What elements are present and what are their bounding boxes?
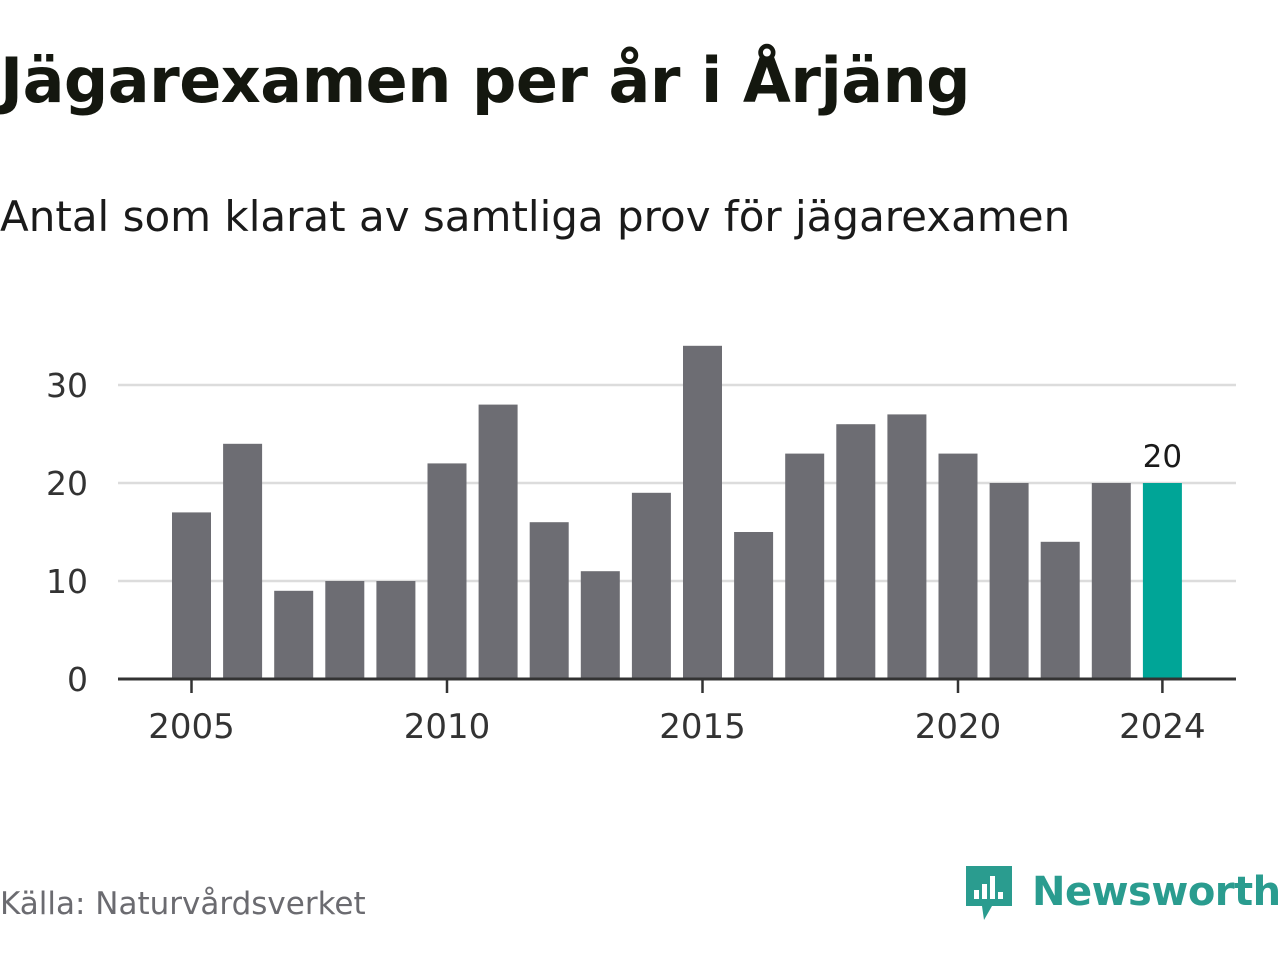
bar-2013 bbox=[580, 571, 620, 679]
y-tick-label: 0 bbox=[67, 660, 88, 699]
newsworthy-logo-icon bbox=[966, 866, 1012, 920]
tick-labels: 0 10 20 30 20 2005 2010 2015 2020 2024 bbox=[46, 366, 1206, 747]
brand: Newsworthy bbox=[964, 862, 1280, 922]
source-note: Källa: Naturvårdsverket bbox=[0, 886, 366, 922]
bar-2015 bbox=[683, 345, 722, 679]
bar-2016 bbox=[734, 532, 774, 679]
bar-2020 bbox=[938, 453, 978, 679]
x-tick-label: 2020 bbox=[915, 707, 1002, 747]
highlight-value-label: 20 bbox=[1143, 439, 1182, 475]
brand-name: Newsworthy bbox=[1032, 869, 1280, 915]
x-tick-label: 2015 bbox=[659, 707, 746, 747]
bar-2019 bbox=[887, 414, 927, 679]
bar-2006 bbox=[223, 443, 263, 679]
x-tick-label: 2005 bbox=[148, 707, 235, 747]
bars bbox=[172, 345, 1182, 679]
x-tick-label: 2024 bbox=[1119, 707, 1206, 747]
x-axis bbox=[118, 677, 1236, 693]
bar-2009 bbox=[376, 581, 416, 679]
bar-2022 bbox=[1040, 541, 1080, 679]
bar-2018 bbox=[836, 424, 876, 679]
bar-2017 bbox=[785, 453, 825, 679]
y-tick-label: 10 bbox=[46, 562, 88, 601]
bar-2007 bbox=[274, 590, 314, 679]
y-tick-label: 20 bbox=[46, 464, 88, 503]
bar-2021 bbox=[989, 483, 1029, 679]
bar-2012 bbox=[529, 522, 569, 679]
bar-2005 bbox=[172, 512, 211, 679]
bar-2010 bbox=[427, 463, 467, 679]
bar-2011 bbox=[478, 404, 518, 679]
chart-title: Jägarexamen per år i Årjäng bbox=[0, 44, 971, 117]
y-tick-label: 30 bbox=[46, 366, 88, 405]
bar-2024 bbox=[1142, 483, 1182, 679]
chart-subtitle: Antal som klarat av samtliga prov för jä… bbox=[0, 192, 1071, 241]
bar-2023 bbox=[1091, 483, 1131, 679]
bar-2008 bbox=[325, 581, 365, 679]
x-tick-label: 2010 bbox=[404, 707, 491, 747]
bar-2014 bbox=[631, 492, 671, 679]
